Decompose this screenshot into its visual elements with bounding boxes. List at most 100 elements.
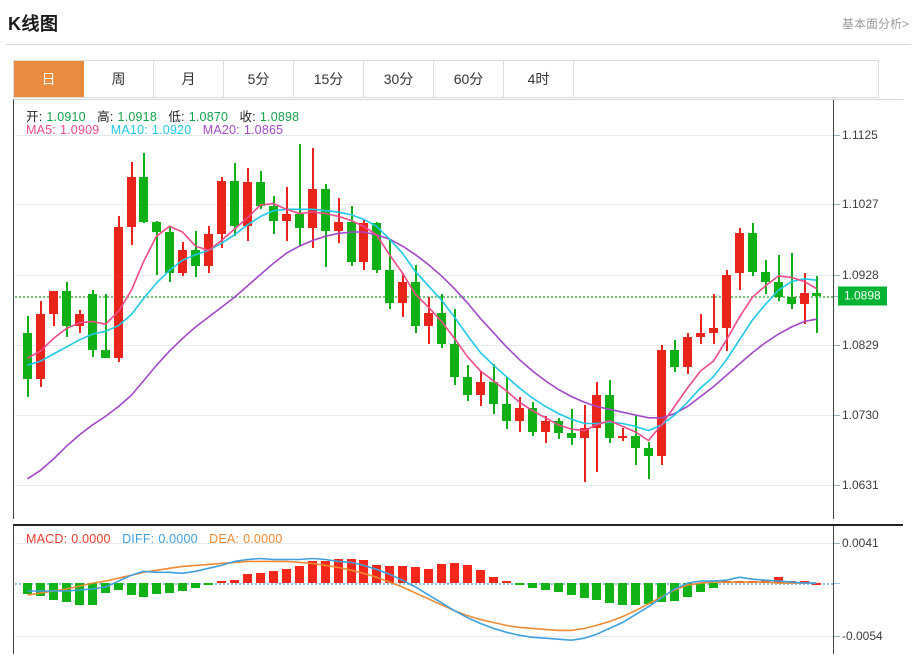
tab-0[interactable]: 日 — [14, 61, 84, 97]
candle-body[interactable] — [605, 395, 614, 438]
candle-body[interactable] — [657, 349, 666, 457]
macd-histogram-bar[interactable] — [489, 577, 498, 583]
macd-histogram-bar[interactable] — [269, 571, 278, 583]
candle-body[interactable] — [256, 182, 265, 206]
candle-body[interactable] — [631, 436, 640, 448]
candle-body[interactable] — [398, 281, 407, 303]
candle-body[interactable] — [567, 433, 576, 438]
candle-body[interactable] — [812, 292, 821, 296]
candle-body[interactable] — [217, 180, 226, 235]
macd-histogram-bar[interactable] — [657, 583, 666, 602]
macd-histogram-bar[interactable] — [165, 583, 174, 593]
macd-histogram-bar[interactable] — [592, 583, 601, 600]
macd-histogram-bar[interactable] — [230, 580, 239, 583]
candle-body[interactable] — [580, 427, 589, 438]
macd-histogram-bar[interactable] — [256, 573, 265, 583]
macd-histogram-bar[interactable] — [321, 561, 330, 583]
macd-histogram-bar[interactable] — [683, 583, 692, 597]
candle-body[interactable] — [450, 344, 459, 377]
candlestick-chart[interactable]: 1.1125 1.1027 1.0928 1.0829 1.0730 1.0631 1.08… — [13, 99, 903, 519]
macd-histogram-bar[interactable] — [88, 583, 97, 605]
candle-body[interactable] — [644, 447, 653, 457]
macd-histogram-bar[interactable] — [774, 577, 783, 583]
candle-body[interactable] — [114, 226, 123, 359]
tab-6[interactable]: 60分 — [434, 61, 504, 97]
macd-histogram-bar[interactable] — [528, 583, 537, 589]
candle-body[interactable] — [295, 213, 304, 228]
tab-3[interactable]: 5分 — [224, 61, 294, 97]
candle-body[interactable] — [735, 233, 744, 274]
candle-body[interactable] — [139, 177, 148, 223]
macd-histogram-bar[interactable] — [502, 581, 511, 583]
macd-histogram-bar[interactable] — [139, 583, 148, 597]
candle-body[interactable] — [618, 436, 627, 439]
macd-histogram-bar[interactable] — [580, 583, 589, 598]
macd-histogram-bar[interactable] — [191, 583, 200, 589]
candle-body[interactable] — [515, 407, 524, 421]
macd-histogram-bar[interactable] — [476, 570, 485, 583]
candle-body[interactable] — [385, 270, 394, 303]
macd-histogram-bar[interactable] — [23, 583, 32, 594]
tab-2[interactable]: 月 — [154, 61, 224, 97]
candle-body[interactable] — [269, 205, 278, 221]
candle-body[interactable] — [88, 294, 97, 351]
macd-histogram-bar[interactable] — [800, 581, 809, 583]
macd-histogram-bar[interactable] — [282, 569, 291, 583]
macd-histogram-bar[interactable] — [515, 583, 524, 586]
tab-5[interactable]: 30分 — [364, 61, 434, 97]
macd-histogram-bar[interactable] — [75, 583, 84, 605]
candle-body[interactable] — [748, 233, 757, 272]
macd-histogram-bar[interactable] — [709, 583, 718, 589]
candle-body[interactable] — [101, 350, 110, 359]
macd-histogram-bar[interactable] — [295, 566, 304, 583]
macd-histogram-bar[interactable] — [411, 567, 420, 583]
macd-histogram-bar[interactable] — [62, 583, 71, 602]
candle-body[interactable] — [347, 222, 356, 263]
candle-body[interactable] — [709, 328, 718, 334]
candle-body[interactable] — [23, 333, 32, 379]
tab-4[interactable]: 15分 — [294, 61, 364, 97]
candle-body[interactable] — [502, 403, 511, 421]
candle-body[interactable] — [800, 292, 809, 305]
macd-histogram-bar[interactable] — [618, 583, 627, 605]
candle-body[interactable] — [36, 314, 45, 379]
candle-body[interactable] — [787, 297, 796, 305]
macd-histogram-bar[interactable] — [347, 559, 356, 583]
candle-body[interactable] — [411, 281, 420, 326]
candle-body[interactable] — [528, 407, 537, 432]
candle-body[interactable] — [437, 312, 446, 345]
candle-body[interactable] — [424, 312, 433, 326]
candle-body[interactable] — [761, 271, 770, 282]
candle-body[interactable] — [670, 349, 679, 367]
macd-histogram-bar[interactable] — [359, 560, 368, 583]
fundamental-analysis-link[interactable]: 基本面分析> — [841, 17, 909, 31]
macd-histogram-bar[interactable] — [424, 569, 433, 583]
macd-histogram-bar[interactable] — [567, 583, 576, 595]
macd-histogram-bar[interactable] — [450, 563, 459, 583]
macd-histogram-bar[interactable] — [541, 583, 550, 590]
candle-body[interactable] — [49, 290, 58, 315]
tab-1[interactable]: 周 — [84, 61, 154, 97]
macd-chart[interactable]: 0.0041 -0.0054 MACD: 0.0000 DIFF: 0.0000 DE… — [13, 524, 903, 654]
tab-7[interactable]: 4时 — [504, 61, 574, 97]
candle-body[interactable] — [191, 250, 200, 266]
macd-histogram-bar[interactable] — [36, 583, 45, 596]
candle-body[interactable] — [722, 274, 731, 329]
candle-body[interactable] — [592, 395, 601, 428]
macd-histogram-bar[interactable] — [101, 583, 110, 593]
macd-histogram-bar[interactable] — [437, 564, 446, 583]
macd-histogram-bar[interactable] — [463, 565, 472, 583]
macd-histogram-bar[interactable] — [178, 583, 187, 591]
macd-histogram-bar[interactable] — [243, 574, 252, 583]
macd-histogram-bar[interactable] — [217, 581, 226, 583]
candle-body[interactable] — [334, 222, 343, 231]
candle-body[interactable] — [696, 333, 705, 337]
macd-histogram-bar[interactable] — [308, 561, 317, 583]
candle-body[interactable] — [243, 182, 252, 227]
candle-body[interactable] — [372, 223, 381, 271]
candle-body[interactable] — [541, 420, 550, 433]
macd-histogram-bar[interactable] — [372, 565, 381, 583]
macd-histogram-bar[interactable] — [631, 583, 640, 605]
macd-histogram-bar[interactable] — [644, 583, 653, 604]
candle-body[interactable] — [230, 180, 239, 227]
